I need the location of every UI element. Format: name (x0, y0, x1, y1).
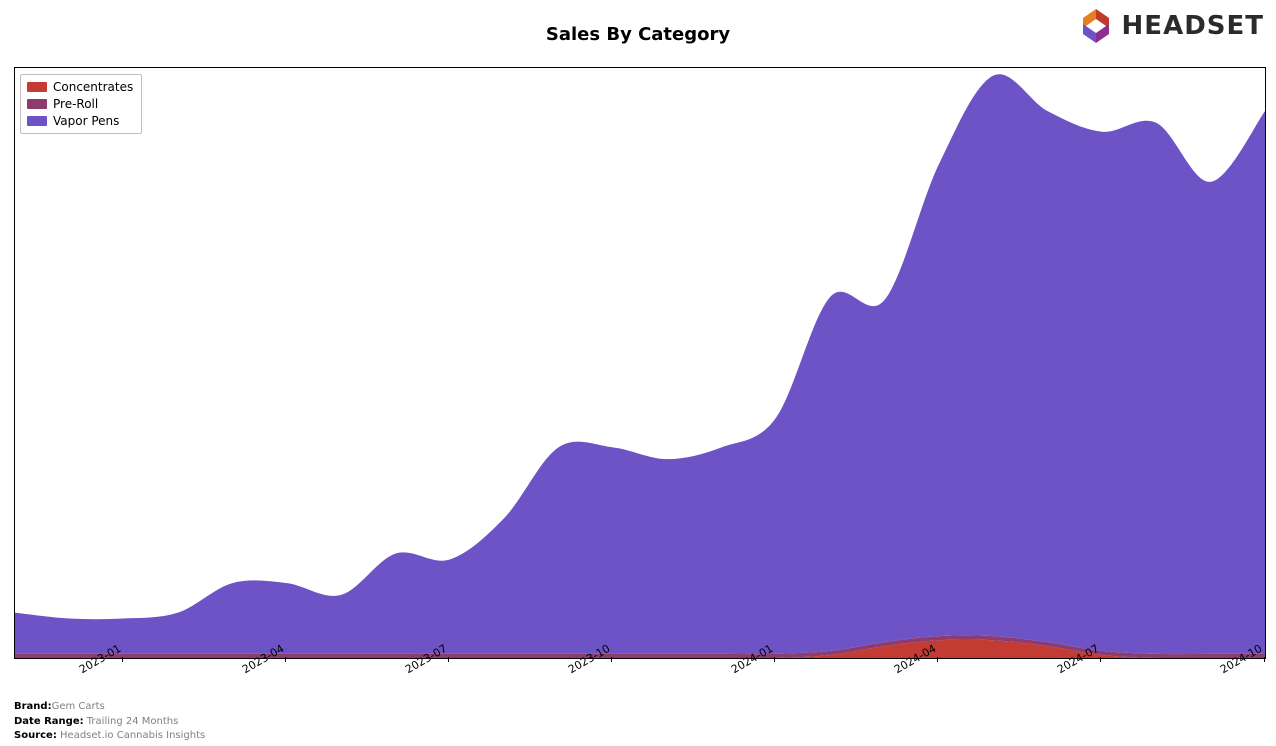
x-tick-mark (1264, 657, 1265, 662)
x-tick-mark (1100, 657, 1101, 662)
footer-key: Date Range: (14, 716, 84, 727)
brand-logo-text: HEADSET (1122, 11, 1264, 41)
legend-item: Concentrates (27, 79, 133, 96)
legend-label: Pre-Roll (53, 96, 98, 113)
x-tick-mark (611, 657, 612, 662)
footer-line: Source: Headset.io Cannabis Insights (14, 729, 205, 744)
legend-swatch (27, 99, 47, 109)
footer-value: Trailing 24 Months (84, 716, 179, 727)
x-tick-mark (122, 657, 123, 662)
footer-key: Source: (14, 730, 57, 741)
legend-item: Pre-Roll (27, 96, 133, 113)
area-chart-svg (15, 68, 1265, 658)
area-series (15, 74, 1265, 654)
legend: ConcentratesPre-RollVapor Pens (20, 74, 142, 134)
brand-logo: HEADSET (1076, 6, 1264, 46)
legend-label: Vapor Pens (53, 113, 119, 130)
legend-swatch (27, 116, 47, 126)
x-tick-mark (937, 657, 938, 662)
legend-swatch (27, 82, 47, 92)
legend-label: Concentrates (53, 79, 133, 96)
headset-logo-icon (1076, 6, 1116, 46)
x-tick-mark (285, 657, 286, 662)
plot-area (14, 67, 1266, 659)
footer-key: Brand: (14, 701, 52, 712)
footer-value: Headset.io Cannabis Insights (57, 730, 205, 741)
x-tick-mark (448, 657, 449, 662)
legend-item: Vapor Pens (27, 113, 133, 130)
footer-line: Date Range: Trailing 24 Months (14, 715, 205, 730)
footer-line: Brand:Gem Carts (14, 700, 205, 715)
footer-value: Gem Carts (52, 701, 105, 712)
chart-footer: Brand:Gem CartsDate Range: Trailing 24 M… (14, 700, 205, 744)
chart-container: Sales By Category HEADSET ConcentratesPr… (0, 0, 1276, 746)
x-tick-mark (774, 657, 775, 662)
